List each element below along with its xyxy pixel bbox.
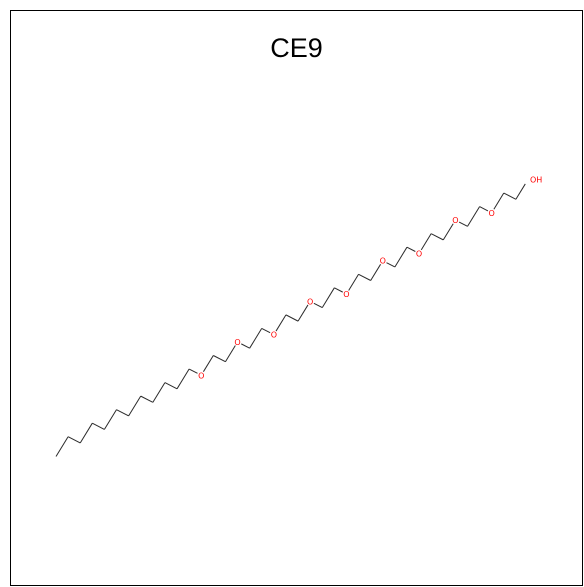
figure-frame: CE9 xyxy=(10,10,583,586)
bond xyxy=(386,262,396,268)
bond xyxy=(116,409,129,417)
bond xyxy=(249,328,263,349)
bond xyxy=(92,422,105,430)
bond xyxy=(442,223,454,241)
bond xyxy=(176,368,190,390)
oxygen-atom-label: O xyxy=(271,331,277,340)
oxygen-atom-label: O xyxy=(489,209,495,218)
bond xyxy=(55,436,69,457)
bond xyxy=(313,302,323,309)
bond xyxy=(275,314,287,332)
bond xyxy=(140,395,154,403)
bond xyxy=(79,422,93,444)
bond xyxy=(321,287,335,308)
bond xyxy=(128,395,142,417)
oxygen-atom-label: O xyxy=(307,297,313,306)
oxygen-atom-label: O xyxy=(198,371,204,380)
bond-group xyxy=(55,183,526,457)
oxygen-atom-label: O xyxy=(416,249,422,258)
bond xyxy=(164,382,178,390)
bond xyxy=(430,233,444,241)
bond xyxy=(241,343,250,349)
bond xyxy=(188,368,198,374)
bond xyxy=(420,233,432,251)
bond xyxy=(297,304,309,322)
molecule-title: CE9 xyxy=(270,33,323,63)
bond xyxy=(285,314,299,322)
bond xyxy=(348,274,359,291)
bond xyxy=(493,192,505,210)
oxygen-atom-label: O xyxy=(343,290,349,299)
bond xyxy=(261,327,271,334)
atom-label-group: O O O O O O O O O OH xyxy=(198,176,542,381)
oxygen-atom-label: O xyxy=(380,257,386,266)
bond xyxy=(358,273,371,281)
bond xyxy=(152,382,166,403)
bond xyxy=(202,355,214,372)
bond xyxy=(213,355,226,363)
bond xyxy=(334,287,343,293)
oxygen-atom-label: O xyxy=(234,338,240,347)
bond xyxy=(394,246,408,268)
bond xyxy=(479,206,489,212)
oxygen-atom-label: O xyxy=(452,216,458,225)
bond xyxy=(406,246,416,252)
bond xyxy=(67,436,81,444)
bond xyxy=(370,264,382,281)
hydroxyl-label: OH xyxy=(530,176,542,185)
bond xyxy=(458,221,468,227)
bond xyxy=(467,206,481,227)
bond xyxy=(503,192,517,200)
bond xyxy=(103,409,117,430)
bond xyxy=(225,345,236,362)
bond xyxy=(515,183,526,200)
